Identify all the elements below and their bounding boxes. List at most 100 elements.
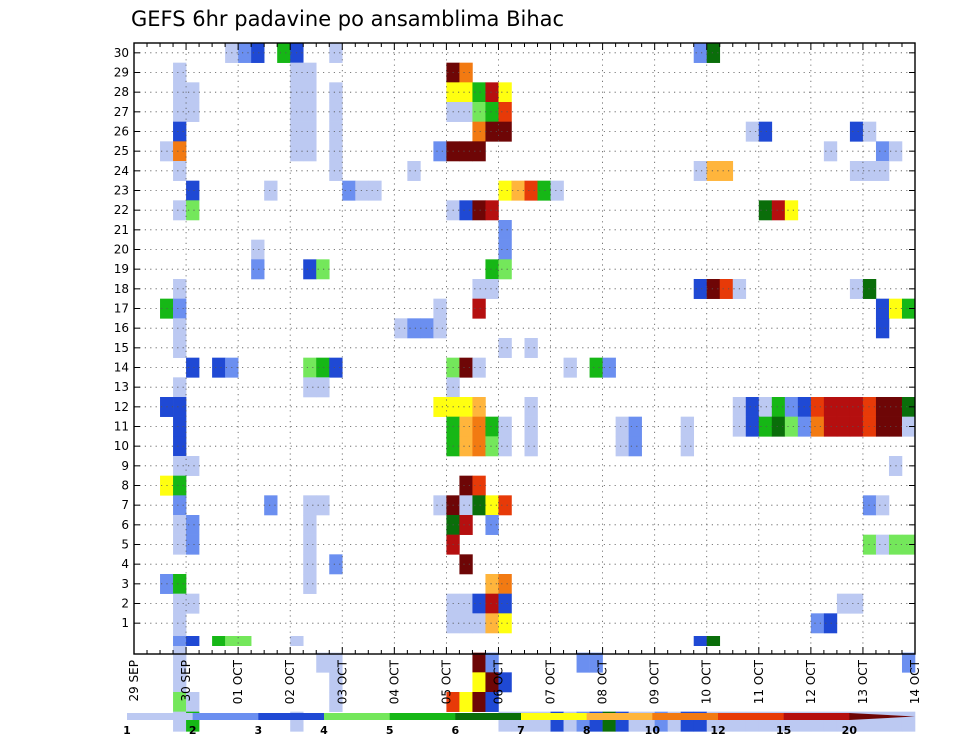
heatmap-cell-73 [537,180,551,201]
ytick-label-26: 26 [114,125,129,139]
heatmap-cell-120 [303,357,317,378]
heatmap-cell-198 [316,495,330,516]
ytick-label-17: 17 [114,302,129,316]
heatmap-cells [160,43,916,732]
heatmap-cell-180 [459,436,473,457]
strip-cell-1 [186,636,200,646]
colorbar-swatch-10 [783,713,850,720]
xtick-label-14: 13 OCT [856,659,870,704]
heatmap-cell-42 [849,121,864,142]
heatmap-cell-163 [680,416,695,437]
heatmap-cell-261 [186,692,200,712]
heatmap-cell-74 [550,180,564,201]
colorbar-swatch-0 [127,713,193,720]
heatmap-cell-16 [303,82,317,103]
heatmap-cell-258 [485,672,499,693]
strip-cell-3 [225,636,239,646]
heatmap-cell-47 [303,141,317,162]
heatmap-cell-135 [433,397,447,417]
heatmap-cell-148 [836,397,851,417]
heatmap-cell-103 [433,298,447,319]
heatmap-cell-260 [173,692,187,712]
colorbar-swatch-9 [718,713,784,720]
heatmap-cell-56 [173,161,187,181]
heatmap-cell-3 [277,43,291,63]
heatmap-cell-212 [485,515,499,535]
heatmap-cell-166 [758,416,773,437]
colorbar-label-10: 15 [776,724,791,737]
colorbar-label-8: 10 [645,724,661,737]
heatmap-cell-94 [485,279,499,299]
heatmap-cell-201 [459,495,473,516]
heatmap-cell-204 [498,495,512,516]
heatmap-cell-250 [472,652,486,673]
heatmap-cell-49 [433,141,447,162]
colorbar-swatch-7 [586,713,653,720]
heatmap-cell-110 [407,318,421,339]
heatmap-cell-117 [186,357,200,378]
heatmap-cell-97 [719,279,734,299]
heatmap-cell-143 [771,397,786,417]
heatmap-cell-230 [186,593,200,614]
heatmap-cell-107 [901,298,916,319]
xtick-label-15: 14 OCT [908,659,922,704]
heatmap-cell-13 [173,82,187,103]
ytick-label-25: 25 [114,144,129,158]
heatmap-cell-51 [459,141,473,162]
heatmap-cell-125 [472,357,486,378]
heatmap-cell-158 [485,416,499,437]
heatmap-cell-118 [212,357,226,378]
ytick-label-21: 21 [114,223,129,237]
ytick-label-11: 11 [114,420,129,434]
heatmap-cell-244 [810,613,825,634]
heatmap-cell-138 [472,397,486,417]
heatmap-cell-61 [719,161,734,181]
ytick-label-7: 7 [121,498,129,512]
xtick-label-5: 04 OCT [387,659,401,704]
heatmap-cell-115 [498,338,512,358]
heatmap-cell-10 [303,62,317,83]
colorbar-swatch-3 [324,713,390,720]
heatmap-cell-301 [901,711,916,732]
heatmap-cell-7 [706,43,721,63]
colorbar-label-1: 2 [189,724,197,737]
heatmap-cell-78 [459,200,473,221]
heatmap-cell-5 [329,43,343,63]
heatmap-cell-137 [459,397,473,417]
heatmap-cell-173 [849,416,864,437]
ytick-label-22: 22 [114,203,129,217]
heatmap-cell-79 [472,200,486,221]
ytick-label-15: 15 [114,341,129,355]
heatmap-cell-193 [459,475,473,496]
heatmap-cell-214 [186,534,200,555]
heatmap-cell-240 [459,613,473,634]
colorbar-label-11: 20 [842,724,858,737]
heatmap-cell-249 [329,652,343,673]
heatmap-cell-144 [784,397,799,417]
heatmap-cell-8 [173,62,187,83]
heatmap-cell-65 [186,180,200,201]
heatmap-cell-93 [472,279,486,299]
heatmap-cell-86 [498,239,512,260]
heatmap-cell-40 [745,121,760,142]
heatmap-cell-266 [485,692,499,712]
heatmap-cell-124 [459,357,473,378]
xtick-label-1: 30 SEP [179,660,193,702]
heatmap-cell-111 [420,318,434,339]
ytick-label-29: 29 [114,66,129,80]
heatmap-cell-37 [472,121,486,142]
colorbar-label-3: 4 [320,724,328,737]
heatmap-cell-234 [485,593,499,614]
heatmap-cell-88 [303,259,317,280]
heatmap-cell-194 [472,475,486,496]
heatmap-cell-108 [173,318,187,339]
heatmap-cell-165 [745,416,760,437]
heatmap-cell-85 [251,239,265,260]
xtick-label-6: 05 OCT [439,659,453,704]
ytick-label-10: 10 [114,439,129,453]
heatmap-cell-36 [329,121,343,142]
heatmap-cell-187 [680,436,695,457]
heatmap-cell-188 [173,456,187,476]
heatmap-cell-197 [303,495,317,516]
